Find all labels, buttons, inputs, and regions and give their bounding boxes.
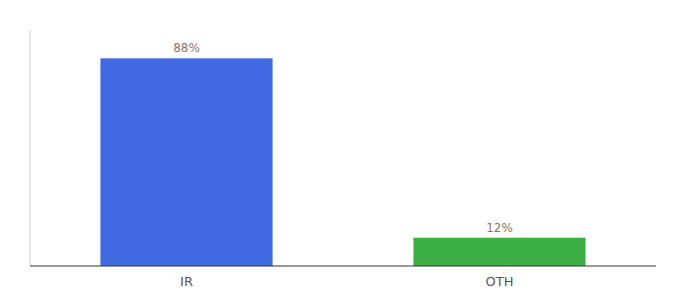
x-tick-label: IR — [180, 274, 193, 289]
chart: IR OTH 88% 12% — [0, 0, 680, 300]
bars — [100, 58, 585, 266]
chart-container: IR OTH 88% 12% — [0, 0, 680, 300]
bar — [413, 238, 585, 266]
x-axis-line — [30, 265, 656, 266]
x-tick-label: OTH — [486, 274, 514, 289]
y-axis-line — [30, 30, 31, 266]
data-label: 12% — [486, 221, 513, 235]
bar — [100, 58, 272, 266]
data-label: 88% — [173, 41, 200, 55]
